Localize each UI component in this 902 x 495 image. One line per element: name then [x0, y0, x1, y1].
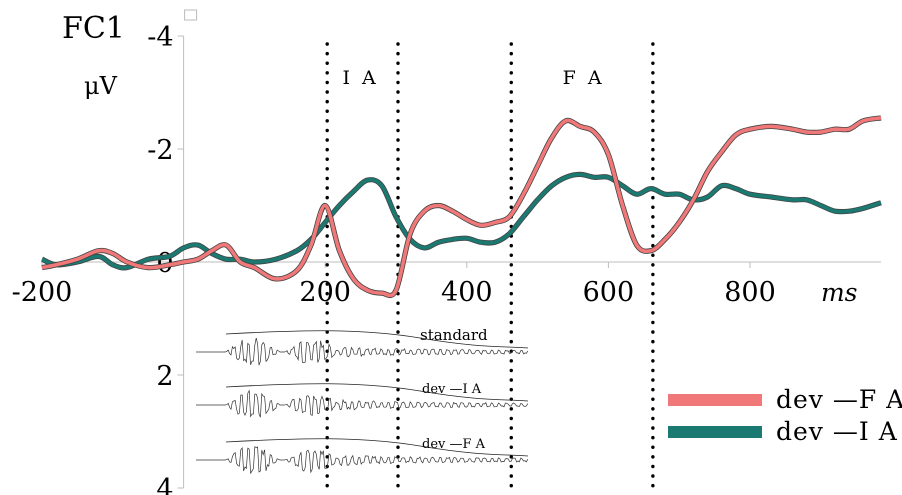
series-group — [40, 115, 882, 299]
dotted-markers-group — [325, 42, 655, 492]
pitch-contour-line — [225, 330, 529, 349]
x-tick-label: -200 — [12, 277, 73, 308]
series-line-dev-ia — [41, 172, 882, 270]
y-unit-label: μV — [84, 72, 118, 100]
pitch-contour-line — [225, 438, 529, 457]
stimulus-waveform — [196, 337, 529, 366]
pitch-contour-line — [225, 383, 529, 402]
legend-swatch — [668, 394, 762, 406]
stimulus-waveforms-group: standard dev —I A dev —F A — [196, 326, 529, 475]
stimulus-waveform — [196, 446, 529, 475]
region-label: F A — [563, 67, 605, 89]
legend-label: dev —F A — [776, 385, 902, 414]
region-label: I A — [342, 67, 378, 89]
stimulus-waveform — [196, 389, 529, 418]
x-tick-label: 200 — [299, 277, 351, 308]
channel-label: FC1 — [62, 11, 125, 46]
y-tick-label: -2 — [147, 135, 173, 166]
y-tick-label: -4 — [147, 22, 173, 53]
x-tick-label: 600 — [583, 277, 635, 308]
x-unit-label: ms — [821, 278, 858, 307]
legend-swatch — [668, 426, 762, 438]
y-tick-label: 2 — [156, 361, 173, 392]
y-tick-label: 4 — [156, 474, 173, 495]
stimulus-label: dev —I A — [422, 382, 482, 397]
legend-group: dev —F A dev —I A — [668, 385, 902, 446]
series-line-dev-fa — [41, 116, 882, 298]
x-tick-label: 400 — [441, 277, 493, 308]
scale-box-icon — [184, 9, 198, 21]
text-group: FC1 μV ms I A F A — [62, 11, 858, 307]
x-tick-label: 800 — [724, 277, 776, 308]
stimulus-label: dev —F A — [422, 437, 486, 452]
legend-label: dev —I A — [776, 417, 898, 446]
stimulus-label: standard — [420, 326, 488, 344]
